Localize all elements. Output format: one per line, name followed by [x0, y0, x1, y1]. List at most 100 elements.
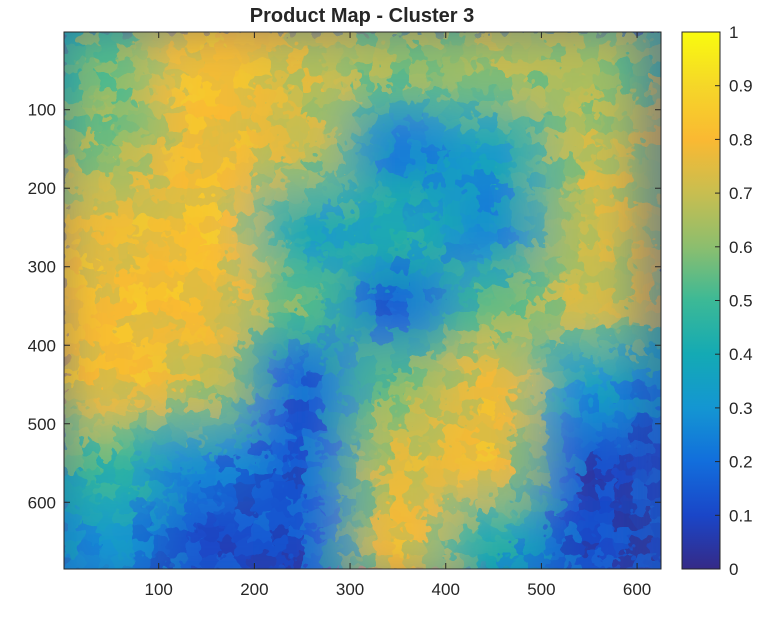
heat-texture-cell: [391, 60, 410, 75]
heat-texture-cell: [305, 229, 323, 245]
heat-texture-cell: [425, 554, 444, 569]
heat-texture-cell: [563, 300, 582, 316]
heat-texture-cell: [391, 399, 410, 415]
heat-texture-cell: [373, 371, 392, 386]
heat-texture-cell: [322, 371, 341, 386]
heat-texture-cell: [167, 540, 186, 556]
heat-texture-cell: [305, 286, 323, 302]
heat-texture-cell: [98, 328, 117, 344]
heat-texture-cell: [201, 498, 220, 514]
heat-texture-cell: [580, 385, 599, 401]
heat-texture-cell: [494, 88, 513, 104]
heat-texture-cell: [546, 484, 565, 499]
heat-texture-cell: [632, 526, 651, 542]
heat-texture-cell: [236, 441, 255, 457]
heat-texture-cell: [287, 470, 306, 485]
heat-texture-cell: [184, 342, 203, 358]
heat-texture-cell: [64, 526, 82, 542]
heat-texture-cell: [511, 116, 530, 132]
heat-texture-cell: [442, 540, 461, 556]
heat-texture-cell: [580, 60, 599, 75]
heat-texture-cell: [494, 272, 513, 287]
heat-texture-cell: [236, 357, 255, 372]
heat-texture-cell: [287, 201, 306, 217]
heat-texture-cell: [218, 286, 237, 302]
heat-texture-cell: [236, 371, 255, 386]
heat-texture-cell: [305, 173, 323, 189]
heat-texture-cell: [236, 314, 255, 330]
heat-texture-cell: [201, 159, 220, 174]
heat-texture-cell: [236, 173, 255, 189]
heat-texture-cell: [511, 314, 530, 330]
heat-texture-cell: [477, 441, 496, 457]
heat-texture-cell: [64, 554, 82, 569]
heat-texture-cell: [236, 300, 255, 316]
heat-texture-cell: [373, 130, 392, 146]
heat-texture-cell: [494, 399, 513, 415]
heat-texture-cell: [563, 46, 582, 61]
heat-texture-cell: [64, 159, 82, 174]
heat-texture-cell: [184, 272, 203, 287]
heat-texture-cell: [477, 526, 496, 542]
heat-texture-cell: [167, 116, 186, 132]
heat-texture-cell: [322, 413, 341, 429]
heat-texture-cell: [597, 498, 616, 514]
heat-texture-cell: [184, 498, 203, 514]
heat-texture-cell: [615, 328, 633, 344]
heat-texture-cell: [477, 484, 496, 499]
heat-texture-cell: [649, 413, 661, 429]
heat-texture-cell: [115, 342, 134, 358]
heat-texture-cell: [236, 526, 255, 542]
heat-texture-cell: [132, 357, 151, 372]
heat-texture-cell: [597, 187, 616, 203]
heat-texture-cell: [287, 357, 306, 372]
heat-texture-cell: [391, 88, 410, 104]
heat-texture-cell: [632, 74, 651, 90]
heat-texture-cell: [442, 512, 461, 528]
heat-texture-cell: [81, 46, 100, 61]
heat-texture-cell: [528, 88, 547, 104]
y-tick-label: 400: [28, 336, 56, 355]
heat-texture-cell: [150, 258, 168, 273]
heat-texture-cell: [115, 88, 134, 104]
heat-texture-cell: [373, 229, 392, 245]
heat-texture-cell: [615, 399, 633, 415]
heat-texture-cell: [253, 554, 272, 569]
heat-texture-cell: [460, 229, 478, 245]
heat-texture-cell: [649, 526, 661, 542]
heat-texture-cell: [615, 300, 633, 316]
heat-texture-cell: [322, 116, 341, 132]
colorbar-gradient: [681, 31, 721, 570]
heat-texture-cell: [373, 243, 392, 259]
heat-texture-cell: [597, 399, 616, 415]
heat-texture-cell: [218, 498, 237, 514]
heat-texture-cell: [425, 540, 444, 556]
heat-texture-cell: [287, 215, 306, 231]
heat-texture-cell: [408, 455, 427, 471]
heat-texture-cell: [98, 286, 117, 302]
heat-texture-cell: [184, 455, 203, 471]
heat-texture-cell: [150, 371, 168, 386]
y-tick-label: 600: [28, 493, 56, 512]
heat-texture-cell: [580, 32, 599, 47]
heat-texture-cell: [477, 32, 496, 47]
heat-texture-cell: [322, 201, 341, 217]
heat-texture-cell: [115, 540, 134, 556]
heat-texture-cell: [253, 342, 272, 358]
heat-texture-cell: [218, 413, 237, 429]
heat-texture-cell: [511, 88, 530, 104]
heat-texture-cell: [632, 314, 651, 330]
heat-texture-cell: [373, 32, 392, 47]
heat-texture-cell: [305, 413, 323, 429]
heat-texture-cell: [649, 258, 661, 273]
heat-texture-cell: [132, 102, 151, 118]
heat-texture-cell: [391, 554, 410, 569]
heat-texture-cell: [201, 512, 220, 528]
heat-texture-cell: [218, 102, 237, 118]
heat-texture-cell: [442, 455, 461, 471]
heat-texture-cell: [408, 145, 427, 160]
heat-texture-cell: [373, 116, 392, 132]
heat-texture-cell: [391, 371, 410, 386]
heat-texture-cell: [511, 540, 530, 556]
heat-texture-cell: [184, 145, 203, 160]
